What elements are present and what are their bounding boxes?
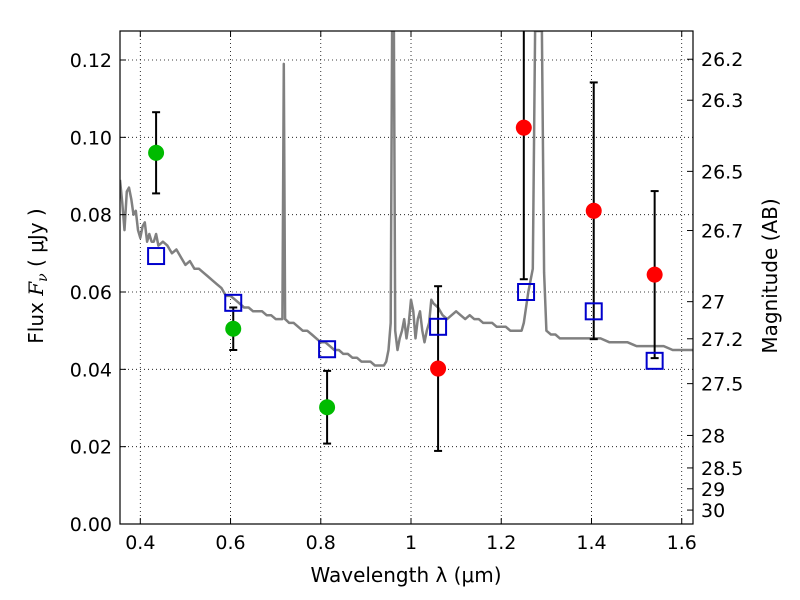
x-tick-label: 1.4 <box>576 532 606 554</box>
data-point <box>585 202 602 219</box>
model-point <box>429 317 448 336</box>
data-point <box>225 320 242 337</box>
data-point <box>515 119 532 136</box>
y-tick-label: 0.06 <box>70 282 112 304</box>
y-axis-label-suffix: ( μJy ) <box>24 208 48 273</box>
y-tick-label: 0.02 <box>70 437 112 459</box>
y2-tick-label: 26.3 <box>701 90 743 112</box>
y2-tick-label: 27 <box>701 292 725 314</box>
y2-tick-label: 30 <box>701 500 725 522</box>
axes <box>119 30 694 525</box>
x-tick-label: 1 <box>405 532 417 554</box>
spectrum-line <box>120 31 693 367</box>
model-point <box>318 340 337 359</box>
x-tick-label: 0.6 <box>215 532 245 554</box>
y2-tick-label: 28 <box>701 425 725 447</box>
y-axis-label: Flux Fν ( μJy ) <box>24 208 51 343</box>
ticks: 0.4 0.6 0.8 1 1.2 1.4 1.6 0.00 0.02 0.04 0.06 0.08 0… <box>70 31 743 554</box>
plot-content <box>120 31 693 452</box>
data-point <box>148 144 165 161</box>
y2-tick-label: 26.5 <box>701 161 743 183</box>
x-tick-label: 1.2 <box>486 532 516 554</box>
x-tick-label: 0.4 <box>125 532 155 554</box>
y2-tick-label: 27.5 <box>701 374 743 396</box>
x-tick-label: 1.6 <box>667 532 697 554</box>
model-point <box>517 283 536 301</box>
data-point <box>646 266 663 283</box>
y-tick-label: 0.08 <box>70 205 112 227</box>
axes-frame <box>119 30 694 525</box>
model-point <box>645 351 664 370</box>
model-point <box>584 302 603 321</box>
data-point <box>319 399 336 416</box>
y2-tick-label: 26.2 <box>701 49 743 71</box>
y2-tick-label: 27.2 <box>701 329 743 351</box>
y-axis-label-subscript: ν <box>35 273 51 282</box>
y-tick-label: 0.10 <box>70 127 112 149</box>
x-tick-label: 0.8 <box>306 532 336 554</box>
y-tick-label: 0.00 <box>70 514 112 536</box>
y2-axis-label: Magnitude (AB) <box>758 198 782 353</box>
data-point <box>430 360 447 377</box>
model-point <box>224 293 243 312</box>
y-axis-label-prefix: Flux <box>24 296 48 344</box>
y2-tick-label: 28.5 <box>701 458 743 480</box>
y2-tick-label: 29 <box>701 479 725 501</box>
y-axis-label-symbol: F <box>24 281 48 297</box>
x-axis-label: Wavelength λ (μm) <box>310 563 501 587</box>
plot-area <box>120 31 693 452</box>
y2-tick-label: 26.7 <box>701 221 743 243</box>
model-point <box>147 247 166 266</box>
y-tick-label: 0.12 <box>70 50 112 72</box>
y-tick-label: 0.04 <box>70 359 112 381</box>
